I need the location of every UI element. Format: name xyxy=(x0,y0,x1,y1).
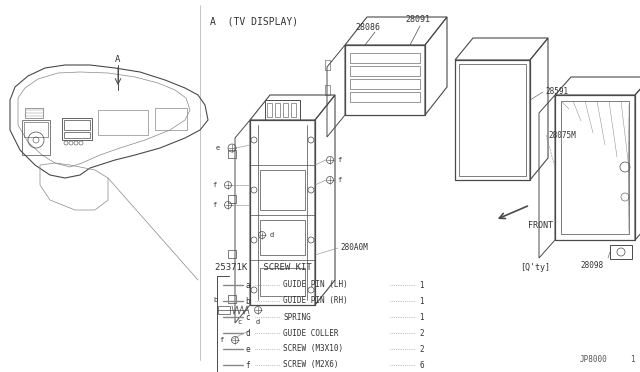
Text: GUIDE PIN (RH): GUIDE PIN (RH) xyxy=(283,296,348,305)
Text: 28098: 28098 xyxy=(580,260,603,269)
Bar xyxy=(24,122,48,137)
Bar xyxy=(283,103,288,117)
Text: 28091: 28091 xyxy=(405,16,430,25)
Text: f: f xyxy=(245,360,250,369)
Text: 2: 2 xyxy=(419,344,424,353)
Bar xyxy=(610,245,632,259)
Bar xyxy=(555,95,635,240)
Text: c: c xyxy=(238,319,242,325)
Bar xyxy=(459,64,526,176)
Text: 1: 1 xyxy=(630,356,635,365)
Text: e: e xyxy=(216,145,220,151)
Bar xyxy=(218,306,230,314)
Text: GUIDE PIN (LH): GUIDE PIN (LH) xyxy=(283,280,348,289)
Text: A  (TV DISPLAY): A (TV DISPLAY) xyxy=(210,17,298,27)
Text: f: f xyxy=(212,202,216,208)
Text: A: A xyxy=(115,55,121,64)
Text: 28075M: 28075M xyxy=(548,131,576,140)
Bar xyxy=(267,103,272,117)
Text: 28086: 28086 xyxy=(355,23,380,32)
Bar xyxy=(265,100,300,120)
Bar xyxy=(350,79,420,89)
Text: 1: 1 xyxy=(419,312,424,321)
Text: d: d xyxy=(269,232,274,238)
Text: f: f xyxy=(220,337,223,343)
Text: 1: 1 xyxy=(419,280,424,289)
Bar xyxy=(350,66,420,76)
Bar xyxy=(260,220,305,255)
Text: 6: 6 xyxy=(419,360,424,369)
Text: GUIDE COLLER: GUIDE COLLER xyxy=(283,328,339,337)
Bar xyxy=(260,268,305,296)
Text: f: f xyxy=(212,182,216,188)
Bar xyxy=(228,195,236,203)
Text: 28591: 28591 xyxy=(545,87,568,96)
Text: 25371K   SCREW KIT: 25371K SCREW KIT xyxy=(215,263,312,273)
Text: SPRING: SPRING xyxy=(283,312,311,321)
Bar xyxy=(25,108,43,118)
Text: d: d xyxy=(256,319,260,325)
Bar xyxy=(228,250,236,258)
Text: FRONT: FRONT xyxy=(528,221,553,230)
Bar xyxy=(325,85,330,95)
Bar xyxy=(155,108,187,130)
Bar xyxy=(228,150,236,158)
Text: b: b xyxy=(245,296,250,305)
Bar xyxy=(275,103,280,117)
Text: SCREW (M3X10): SCREW (M3X10) xyxy=(283,344,343,353)
Text: [Q'ty]: [Q'ty] xyxy=(520,263,550,273)
Text: 2: 2 xyxy=(419,328,424,337)
Text: a: a xyxy=(245,280,250,289)
Bar xyxy=(64,132,90,138)
Text: b: b xyxy=(213,297,217,303)
Bar xyxy=(98,110,148,135)
Text: d: d xyxy=(245,328,250,337)
Bar xyxy=(455,60,530,180)
Bar xyxy=(22,120,50,155)
Bar xyxy=(260,170,305,210)
Bar xyxy=(291,103,296,117)
Bar xyxy=(350,92,420,102)
Text: SCREW (M2X6): SCREW (M2X6) xyxy=(283,360,339,369)
Bar xyxy=(64,120,90,130)
Bar xyxy=(325,60,330,70)
Text: c: c xyxy=(245,312,250,321)
Text: f: f xyxy=(337,177,342,183)
Bar xyxy=(62,118,92,140)
Bar xyxy=(228,295,236,303)
Text: 280A0M: 280A0M xyxy=(340,244,368,253)
Bar xyxy=(350,53,420,63)
Bar xyxy=(250,120,315,305)
Text: e: e xyxy=(245,344,250,353)
Text: f: f xyxy=(337,157,342,163)
Bar xyxy=(561,101,629,234)
Bar xyxy=(345,45,425,115)
Text: 1: 1 xyxy=(419,296,424,305)
Text: JP8000: JP8000 xyxy=(580,356,608,365)
